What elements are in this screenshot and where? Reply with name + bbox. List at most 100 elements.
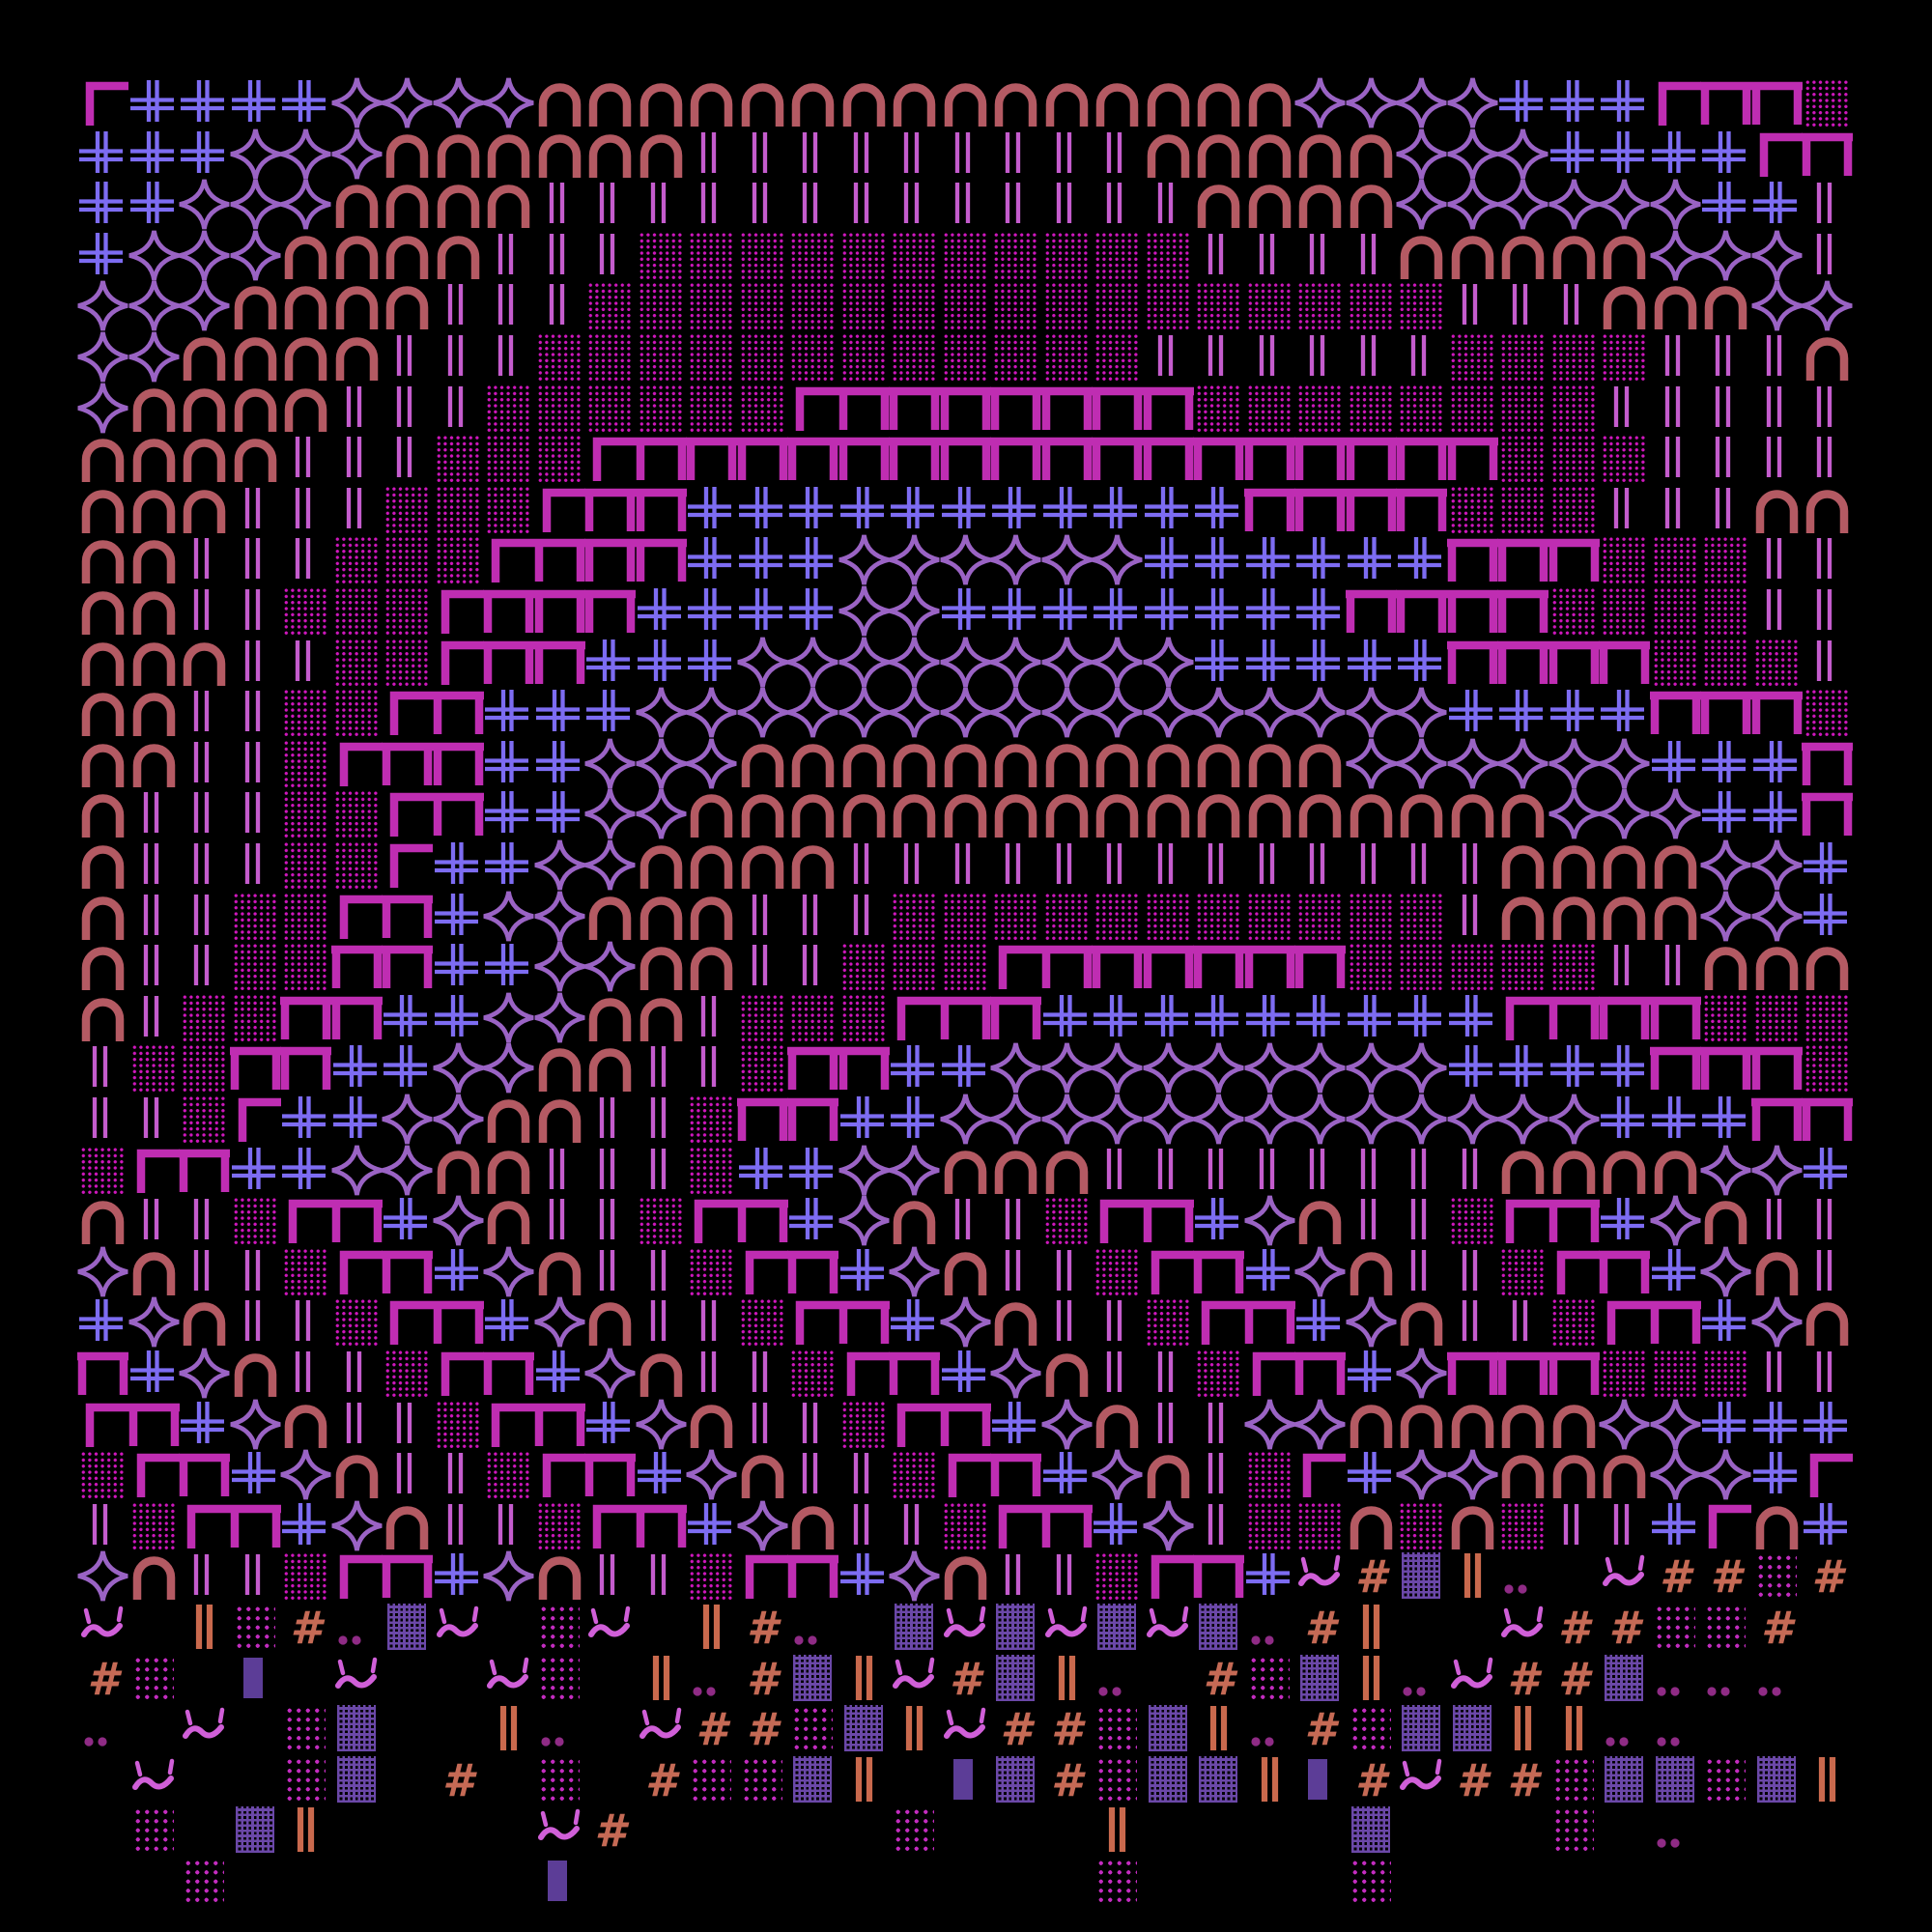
dot-block-glyph [636,1195,687,1246]
pi-glyph [483,637,534,688]
dot-block-glyph [1548,585,1600,637]
dot-block-glyph [331,637,383,688]
pi-glyph [1649,1296,1701,1348]
pi-corner-glyph [686,1195,737,1246]
dot-block-glyph [280,687,331,738]
arch-glyph [1802,331,1853,383]
double-bars-glyph [1396,1145,1447,1196]
crosshatch-block-glyph [331,1703,383,1754]
double-cross-glyph [1346,1348,1397,1399]
sparkle-glyph [1345,77,1397,128]
dot-block-glyph [1548,484,1600,535]
double-bars-glyph [331,484,383,535]
sparkle-glyph [1700,230,1751,281]
double-cross-glyph [77,128,128,180]
sparkle-glyph [1649,1399,1701,1450]
sparkle-glyph [1497,179,1548,230]
sparkle-glyph [889,1145,940,1196]
double-cross-glyph [1802,1145,1853,1196]
crosshatch-block-glyph [1751,1754,1803,1805]
arch-glyph [1346,179,1397,230]
dot-block-glyph [280,1246,331,1297]
crosshatch-block-glyph [1396,1703,1447,1754]
hash-glyph: # [1304,1602,1336,1654]
crosshatch-block-glyph [1346,1804,1397,1856]
arch-glyph [1548,1449,1600,1500]
arch-glyph [77,687,128,738]
arch-glyph [1041,738,1093,789]
dot-block-glyph [584,280,636,331]
tilde-glyph [1447,1653,1498,1704]
double-cross-glyph [1700,1399,1751,1450]
crosshatch-block-glyph [382,1602,433,1653]
arch-glyph [483,128,534,180]
sparkle-glyph [1649,1449,1701,1500]
arch-glyph [534,128,585,180]
sparkle-glyph [990,687,1041,738]
double-cross-glyph [1193,637,1244,688]
arch-glyph [1143,77,1194,128]
dot-block-glyph [1396,280,1447,331]
pi-glyph [382,1246,433,1297]
sparse-dot-block-glyph [128,1653,180,1704]
double-bars-glyph [77,1042,128,1094]
double-bars-glyph [990,179,1041,230]
hash-glyph: # [1507,1753,1539,1806]
sparkle-glyph [889,687,940,738]
dot-block-glyph [230,992,281,1043]
double-bars-glyph [331,1348,383,1399]
sparkle-glyph [1396,1094,1447,1145]
double-bars-glyph [230,484,281,535]
sparkle-glyph [1040,1094,1093,1145]
double-bars-glyph [230,788,281,839]
sparkle-glyph [1092,1449,1143,1500]
sparkle-glyph [280,128,331,180]
double-cross-glyph [1447,687,1498,738]
dot-block-glyph [331,687,383,738]
sparkle-glyph [838,687,890,738]
double-bars-glyph [636,1042,687,1094]
sparse-dot-block-glyph [179,1856,230,1907]
hash-glyph: # [1050,1753,1082,1806]
double-bars-glyph [230,839,281,891]
sparkle-glyph [1396,128,1447,180]
pi-glyph [1750,1042,1803,1094]
double-bars-glyph [787,941,838,992]
sparkle-glyph [1802,280,1853,331]
sparkle-glyph [1446,77,1498,128]
arch-glyph [77,433,128,484]
double-cross-glyph [940,1042,991,1094]
double-bars-glyph [534,1195,585,1246]
sparkle-glyph [635,1399,687,1450]
dot-block-glyph [1193,1348,1244,1399]
dot-block-glyph [1244,280,1295,331]
dot-block-glyph [534,1500,585,1551]
sparkle-glyph [1446,738,1498,789]
arch-glyph [940,788,991,839]
pi-corner-glyph [1092,1195,1143,1246]
sparkle-glyph [1700,1449,1751,1500]
sparkle-glyph [77,1246,128,1297]
dot-block-glyph [686,230,737,281]
sparkle-glyph [584,941,636,992]
sparkle-glyph [229,128,281,180]
pi-glyph [1446,637,1498,688]
hash-glyph: # [87,1652,119,1705]
double-cross-glyph [1802,1500,1853,1551]
pi-corner-glyph [331,738,383,789]
dot-block-glyph [838,280,890,331]
pi-glyph [1446,534,1498,585]
tilde-glyph [1497,1602,1548,1653]
pi-glyph [838,1296,890,1348]
double-bars-glyph [433,383,484,434]
dot-block-glyph [1143,891,1194,942]
pi-glyph [1345,433,1397,484]
double-bars-glyph [230,637,281,688]
double-dot-glyph [1700,1653,1751,1704]
double-dot-glyph [1244,1703,1295,1754]
dot-block-glyph [280,839,331,891]
double-bars-glyph [1346,230,1397,281]
double-cross-glyph [433,992,484,1043]
crosshatch-block-glyph [1599,1754,1650,1805]
pi-corner-glyph [787,1296,838,1348]
